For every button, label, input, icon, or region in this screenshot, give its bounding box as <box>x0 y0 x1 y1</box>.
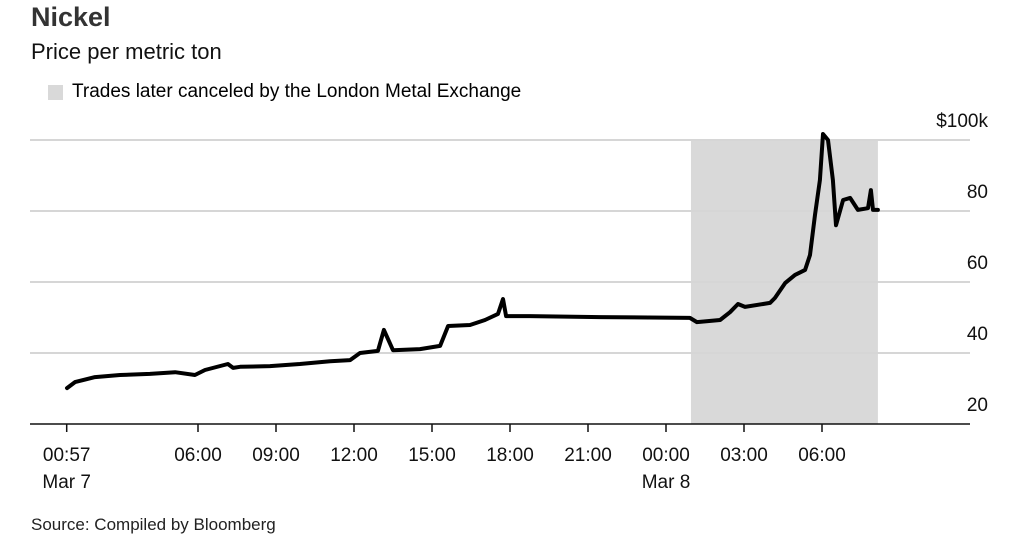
price-line <box>65 132 880 391</box>
legend-swatch <box>48 84 63 100</box>
x-tick-label: 00:00 <box>642 445 690 466</box>
legend-label: Trades later canceled by the London Meta… <box>72 81 522 102</box>
x-tick-label: 15:00 <box>408 445 456 466</box>
x-tick-date-label: Mar 8 <box>642 472 691 493</box>
legend: Trades later canceled by the London Meta… <box>48 81 521 103</box>
y-tick-label: 40 <box>967 324 988 345</box>
x-tick-label: 03:00 <box>720 445 768 466</box>
y-tick-label: 80 <box>967 182 988 203</box>
y-tick-label: 60 <box>967 253 988 274</box>
x-tick-date-label: Mar 7 <box>42 472 91 493</box>
x-tick-label: 12:00 <box>330 445 378 466</box>
chart-title: Nickel <box>31 2 111 32</box>
x-tick-label: 06:00 <box>798 445 846 466</box>
x-tick-label: 09:00 <box>252 445 300 466</box>
y-tick-label: 20 <box>967 395 988 416</box>
y-tick-label: $100k <box>936 111 988 132</box>
chart-subtitle: Price per metric ton <box>31 39 222 64</box>
x-tick-label: 00:57 <box>43 445 91 466</box>
source-note: Source: Compiled by Bloomberg <box>31 515 276 534</box>
x-tick-label: 18:00 <box>486 445 534 466</box>
x-tick-label: 06:00 <box>174 445 222 466</box>
x-tick-label: 21:00 <box>564 445 612 466</box>
